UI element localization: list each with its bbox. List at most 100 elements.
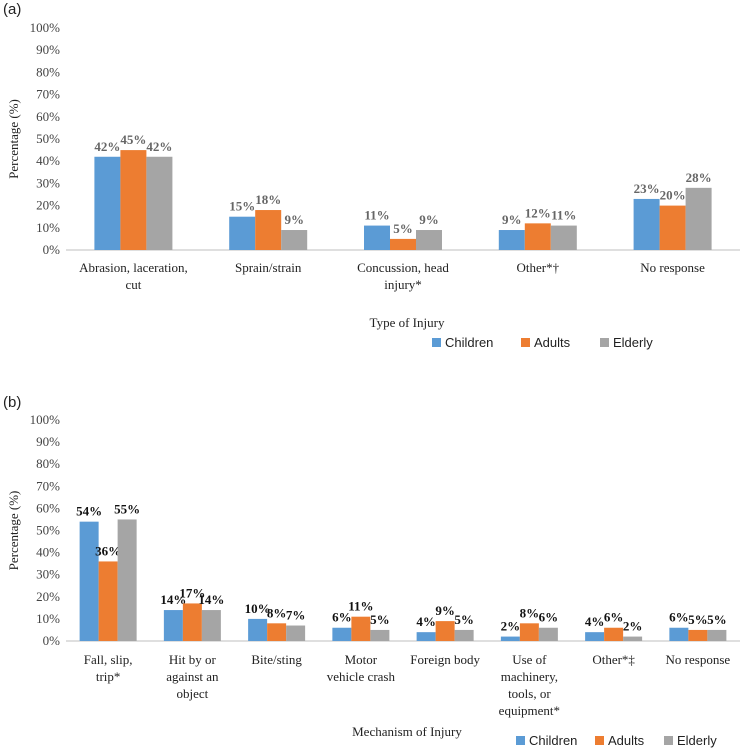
bar-b-children bbox=[79, 521, 99, 641]
bar-b-children bbox=[163, 610, 183, 641]
data-label-a-elderly: 9% bbox=[419, 212, 439, 227]
category-label-line: tools, or bbox=[508, 686, 551, 701]
category-label-b: Use of machinery, tools, or equipment* bbox=[499, 652, 560, 718]
category-label-line: Hit by or bbox=[169, 652, 217, 667]
bar-a-children bbox=[633, 198, 660, 250]
legend-label-b-adults: Adults bbox=[608, 733, 645, 748]
y-tick-label-b: 90% bbox=[36, 434, 60, 449]
data-label-b-adults: 8% bbox=[267, 605, 287, 620]
data-label-b-adults: 5% bbox=[688, 612, 708, 627]
bar-a-elderly bbox=[281, 230, 308, 250]
category-label-b: Motor vehicle crash bbox=[327, 652, 396, 684]
category-label-line: Other*† bbox=[516, 260, 559, 275]
data-label-b-children: 4% bbox=[585, 614, 605, 629]
legend-label-a-elderly: Elderly bbox=[613, 335, 653, 350]
bar-b-elderly bbox=[454, 629, 474, 641]
category-label-a: No response bbox=[640, 260, 705, 275]
legend-label-b-elderly: Elderly bbox=[677, 733, 717, 748]
y-axis-title-a: Percentage (%) bbox=[6, 99, 21, 179]
data-label-a-children: 42% bbox=[94, 139, 120, 154]
y-tick-label-a: 30% bbox=[36, 175, 60, 190]
bar-b-adults bbox=[604, 627, 624, 641]
category-label-line: No response bbox=[666, 652, 731, 667]
y-tick-label-a: 70% bbox=[36, 87, 60, 102]
data-label-b-children: 6% bbox=[669, 610, 689, 625]
data-label-a-elderly: 11% bbox=[551, 208, 576, 223]
bar-a-children bbox=[364, 225, 390, 250]
y-tick-label-b: 10% bbox=[36, 611, 60, 626]
y-tick-label-a: 20% bbox=[36, 198, 60, 213]
category-label-line: vehicle crash bbox=[327, 669, 396, 684]
bar-a-children bbox=[498, 230, 525, 250]
bar-b-adults bbox=[98, 561, 118, 641]
bar-b-elderly bbox=[538, 627, 558, 641]
category-label-line: Sprain/strain bbox=[235, 260, 302, 275]
bar-b-children bbox=[500, 636, 520, 641]
category-label-b: Fall, slip, trip* bbox=[84, 652, 133, 684]
category-label-b: Foreign body bbox=[410, 652, 480, 667]
y-tick-label-b: 60% bbox=[36, 500, 60, 515]
y-tick-label-b: 0% bbox=[43, 633, 61, 648]
data-label-a-children: 9% bbox=[502, 212, 522, 227]
bar-b-children bbox=[248, 618, 268, 641]
data-label-a-elderly: 42% bbox=[146, 139, 172, 154]
bar-a-adults bbox=[255, 210, 282, 250]
category-label-line: Concussion, head bbox=[357, 260, 449, 275]
legend-label-b-children: Children bbox=[529, 733, 577, 748]
category-label-a: Other*† bbox=[516, 260, 559, 275]
data-label-b-children: 4% bbox=[416, 614, 436, 629]
category-label-line: Other*‡ bbox=[592, 652, 635, 667]
bar-a-elderly bbox=[685, 187, 712, 250]
category-label-line: Fall, slip, bbox=[84, 652, 133, 667]
data-label-a-children: 11% bbox=[364, 208, 389, 223]
category-label-line: trip* bbox=[96, 669, 121, 684]
data-label-a-adults: 18% bbox=[255, 192, 281, 207]
data-label-b-children: 14% bbox=[160, 592, 186, 607]
data-label-b-elderly: 5% bbox=[454, 612, 474, 627]
category-label-a: Concussion, head injury* bbox=[357, 260, 449, 292]
bar-b-children bbox=[416, 632, 436, 641]
legend-label-a-children: Children bbox=[445, 335, 493, 350]
bar-a-elderly bbox=[146, 156, 173, 250]
category-label-line: Bite/sting bbox=[251, 652, 302, 667]
y-tick-label-a: 10% bbox=[36, 220, 60, 235]
category-label-line: equipment* bbox=[499, 703, 560, 718]
bar-b-elderly bbox=[117, 519, 137, 641]
x-axis-title-b: Mechanism of Injury bbox=[352, 724, 462, 739]
data-label-b-children: 6% bbox=[332, 610, 352, 625]
bar-a-elderly bbox=[416, 230, 442, 250]
data-label-b-children: 2% bbox=[501, 619, 521, 634]
legend-swatch-b-adults bbox=[595, 736, 604, 745]
data-label-b-elderly: 5% bbox=[707, 612, 727, 627]
category-label-b: Other*‡ bbox=[592, 652, 635, 667]
bar-a-children bbox=[94, 156, 121, 250]
y-tick-label-a: 40% bbox=[36, 153, 60, 168]
category-label-line: Abrasion, laceration, bbox=[79, 260, 188, 275]
data-label-a-elderly: 28% bbox=[686, 170, 712, 185]
category-label-line: object bbox=[176, 686, 208, 701]
data-label-b-children: 54% bbox=[76, 504, 102, 519]
legend-label-a-adults: Adults bbox=[534, 335, 571, 350]
data-label-b-elderly: 14% bbox=[198, 592, 224, 607]
category-label-line: No response bbox=[640, 260, 705, 275]
bar-a-elderly bbox=[550, 225, 577, 250]
bar-b-adults bbox=[267, 623, 287, 641]
category-label-line: against an bbox=[166, 669, 219, 684]
bar-a-adults bbox=[120, 150, 147, 250]
category-label-line: injury* bbox=[384, 277, 422, 292]
category-label-b: Hit by or against an object bbox=[166, 652, 219, 701]
data-label-b-adults: 8% bbox=[520, 605, 540, 620]
category-label-a: Sprain/strain bbox=[235, 260, 302, 275]
bar-b-elderly bbox=[623, 636, 643, 641]
y-tick-label-a: 90% bbox=[36, 42, 60, 57]
category-label-a: Abrasion, laceration, cut bbox=[79, 260, 188, 292]
category-label-line: machinery, bbox=[501, 669, 558, 684]
data-label-b-adults: 6% bbox=[604, 610, 624, 625]
category-label-line: Motor bbox=[345, 652, 378, 667]
data-label-a-adults: 20% bbox=[660, 188, 686, 203]
data-label-b-children: 10% bbox=[245, 601, 271, 616]
y-tick-label-b: 30% bbox=[36, 567, 60, 582]
bar-a-adults bbox=[390, 238, 416, 250]
legend-swatch-b-children bbox=[516, 736, 525, 745]
bar-b-adults bbox=[351, 616, 371, 641]
